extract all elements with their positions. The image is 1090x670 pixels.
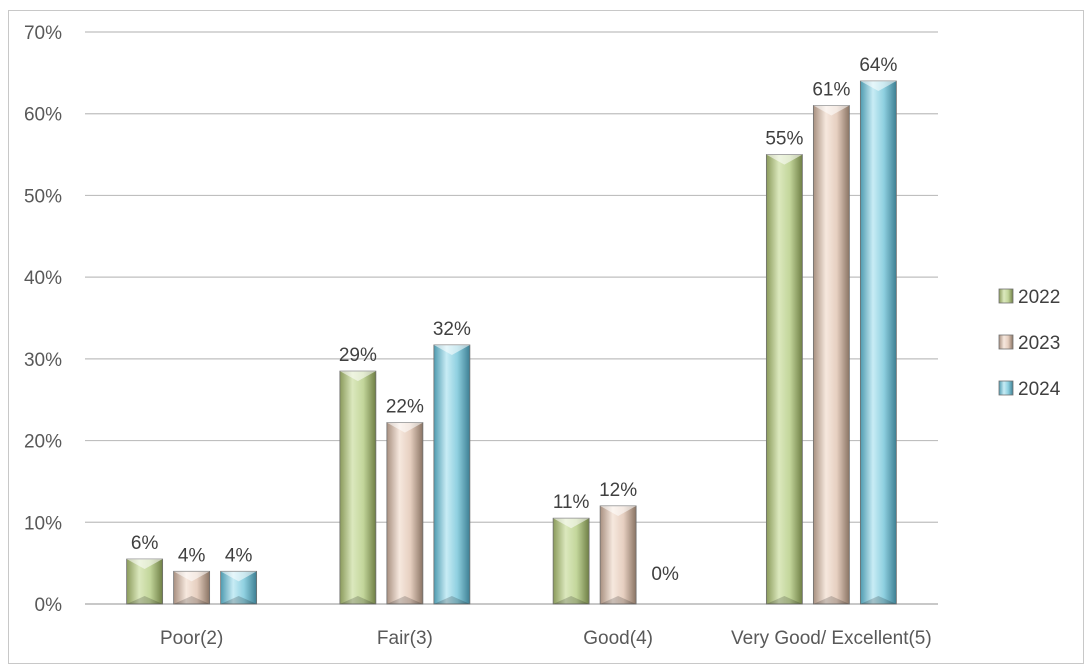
y-tick-label: 0%: [35, 595, 63, 616]
legend-label: 2023: [1018, 333, 1060, 354]
x-tick-label: Poor(2): [160, 628, 223, 649]
legend-swatch: [998, 334, 1014, 350]
y-tick-label: 30%: [24, 350, 62, 371]
bar: [173, 570, 211, 605]
y-tick-label: 20%: [24, 432, 62, 453]
bar: [386, 422, 424, 605]
data-label: 12%: [599, 480, 637, 501]
data-label: 4%: [225, 545, 253, 566]
y-tick-label: 70%: [24, 23, 62, 44]
y-tick-label: 50%: [24, 186, 62, 207]
x-tick-label: Fair(3): [377, 628, 433, 649]
bar: [765, 154, 803, 605]
legend-swatch: [998, 380, 1014, 396]
data-label: 22%: [386, 397, 424, 418]
chart-frame: [8, 10, 1084, 664]
data-label: 61%: [812, 80, 850, 101]
legend-swatch: [998, 288, 1014, 304]
data-label: 55%: [765, 129, 803, 150]
data-label: 32%: [433, 319, 471, 340]
y-tick-label: 10%: [24, 513, 62, 534]
bar: [859, 80, 897, 605]
legend-label: 2024: [1018, 379, 1061, 400]
data-label: 29%: [339, 345, 377, 366]
x-tick-label: Good(4): [583, 628, 653, 649]
y-tick-label: 40%: [24, 268, 62, 289]
data-label: 6%: [131, 533, 159, 554]
legend-item: 2023: [998, 333, 1060, 354]
legend-label: 2022: [1018, 287, 1060, 308]
data-label: 0%: [651, 564, 679, 585]
bar: [812, 105, 850, 605]
x-tick-label: Very Good/ Excellent(5): [731, 628, 932, 649]
bar: [599, 505, 637, 605]
legend-item: 2022: [998, 287, 1060, 308]
bar: [552, 517, 590, 605]
bar: [433, 344, 471, 605]
data-label: 4%: [178, 545, 206, 566]
bar: [126, 558, 164, 605]
data-label: 11%: [553, 492, 590, 513]
bar: [220, 570, 258, 605]
legend-item: 2024: [998, 379, 1061, 400]
bar: [339, 370, 377, 605]
data-label: 64%: [859, 55, 897, 76]
y-tick-label: 60%: [24, 105, 62, 126]
